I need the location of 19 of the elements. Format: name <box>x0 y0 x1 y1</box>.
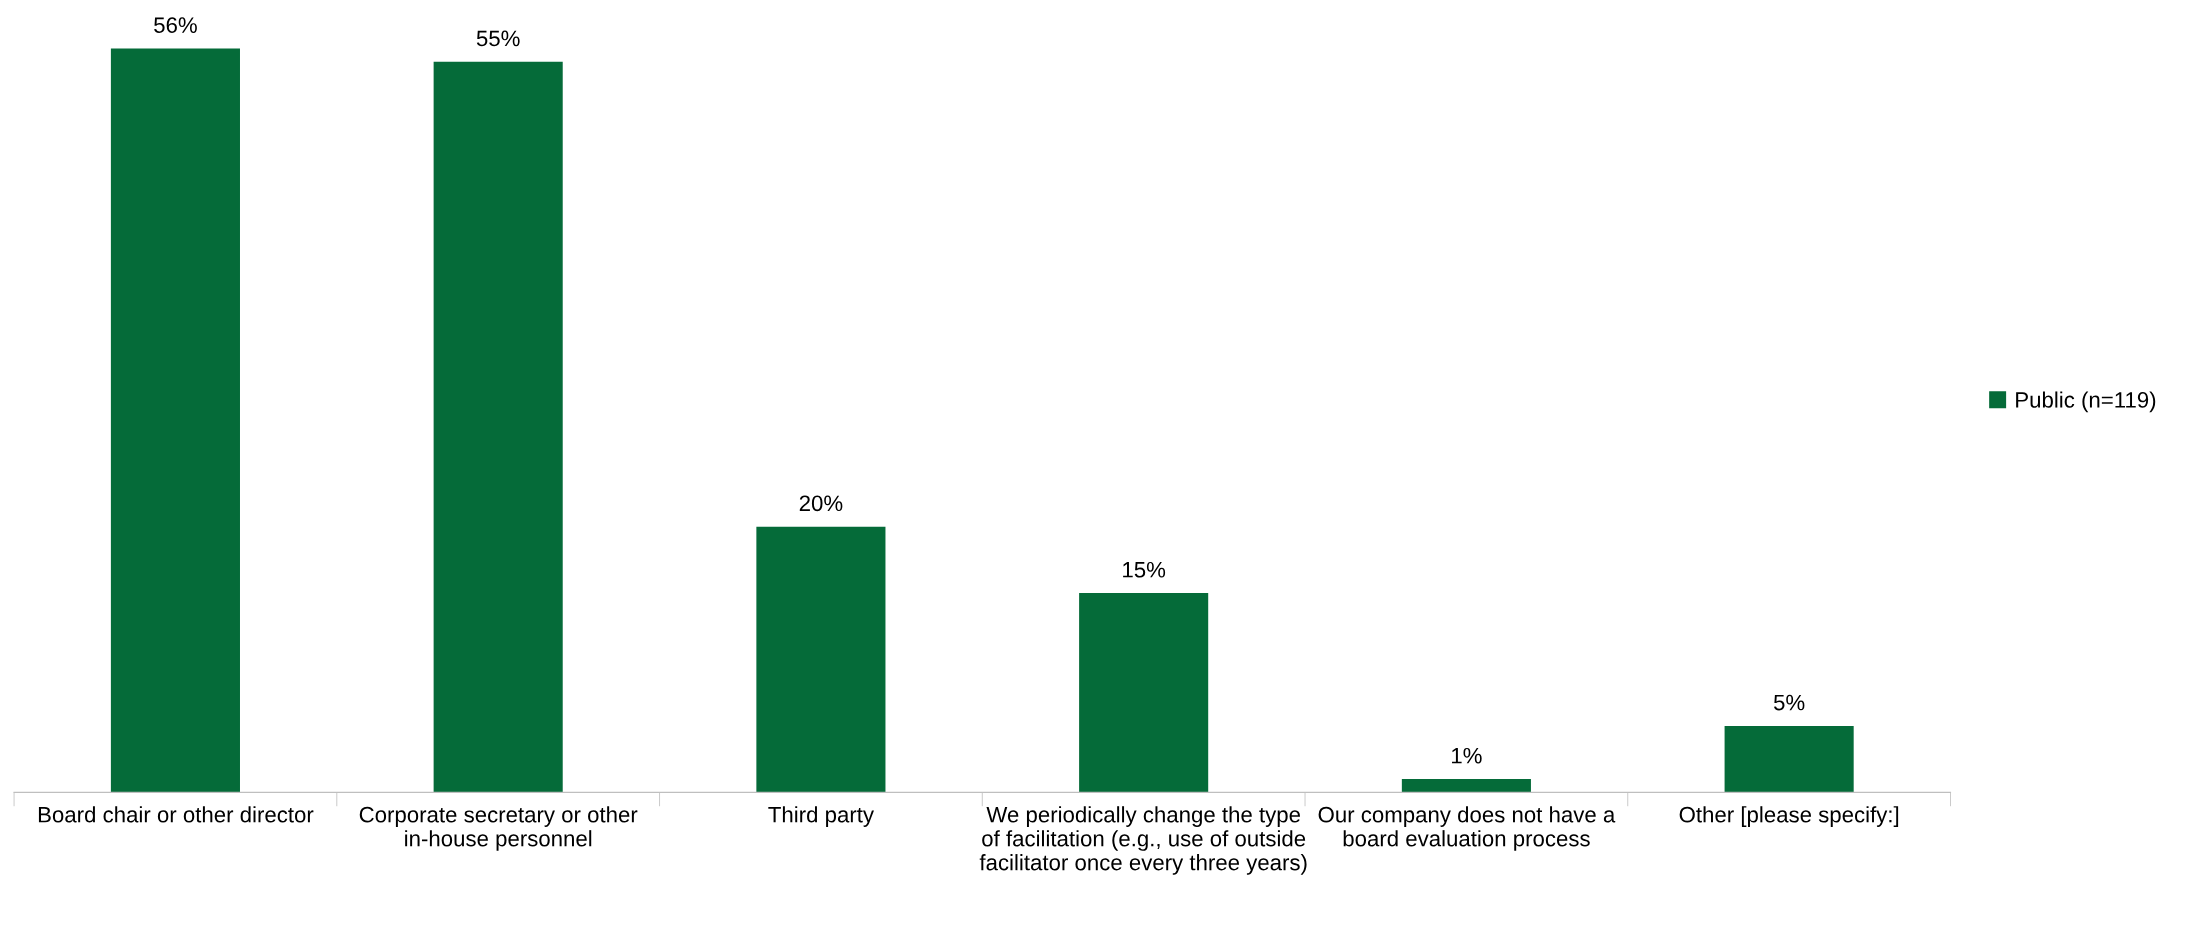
bar <box>433 61 563 793</box>
x-tick-label: We periodically change the type of facilitation (e.g., use of outside facilitator once every three years) <box>979 806 1307 875</box>
x-tick-label: Other [please specify:] <box>1679 806 1899 827</box>
bar <box>1079 593 1209 793</box>
x-tick-label: Board chair or other director <box>38 806 314 823</box>
bar <box>756 526 886 793</box>
data-label: 1% <box>1452 747 1482 764</box>
data-label: 15% <box>1123 561 1166 578</box>
data-label: 56% <box>154 17 197 33</box>
data-label: 55% <box>476 30 520 47</box>
x-tick-label: Third party <box>768 806 874 827</box>
data-label: 20% <box>799 495 843 512</box>
bar <box>110 48 240 793</box>
legend-label: Public (n=119) <box>2016 391 2156 413</box>
x-tick-label: Corporate secretary or other in-house personnel <box>359 806 638 851</box>
bar <box>1724 725 1854 793</box>
x-tick-label: Our company does not have a board evaluation process <box>1318 806 1616 851</box>
data-label: 5% <box>1773 694 1805 711</box>
bar <box>1401 779 1531 793</box>
